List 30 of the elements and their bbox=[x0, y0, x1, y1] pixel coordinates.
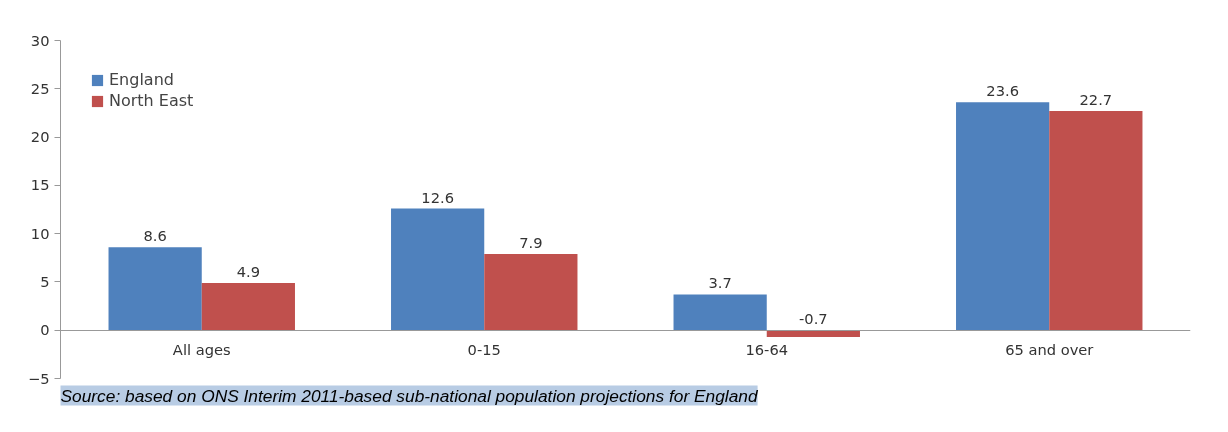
data-label: 7.9 bbox=[519, 233, 543, 251]
y-tick-label: 20 bbox=[30, 128, 50, 146]
data-label: 12.6 bbox=[421, 188, 454, 206]
bar bbox=[1049, 111, 1143, 331]
x-tick-label: All ages bbox=[172, 341, 231, 359]
y-tick-label: 25 bbox=[30, 79, 50, 97]
y-tick-label: 5 bbox=[40, 272, 50, 290]
y-tick-label: −5 bbox=[27, 369, 50, 387]
x-tick-label: 65 and over bbox=[1005, 341, 1095, 359]
legend-label: England bbox=[109, 70, 174, 89]
bar bbox=[108, 247, 202, 331]
bar bbox=[956, 102, 1050, 331]
bar bbox=[391, 208, 485, 331]
data-label: 8.6 bbox=[143, 227, 167, 245]
data-label: 3.7 bbox=[708, 274, 732, 292]
y-tick-label: 10 bbox=[30, 224, 50, 242]
y-tick-label: 15 bbox=[30, 176, 50, 194]
data-label: 23.6 bbox=[986, 82, 1019, 100]
x-tick-label: 0-15 bbox=[467, 341, 501, 359]
data-label: 22.7 bbox=[1079, 91, 1113, 108]
x-tick-label: 16-64 bbox=[745, 341, 789, 359]
bar bbox=[484, 253, 578, 331]
data-label: 4.9 bbox=[236, 262, 261, 280]
bar bbox=[201, 282, 295, 331]
data-label: -0.7 bbox=[799, 310, 828, 328]
source-note: Source: based on ONS Interim 2011-based sub-national population projections for England bbox=[60, 385, 759, 406]
y-tick-label: 30 bbox=[30, 31, 50, 49]
bar bbox=[673, 294, 767, 331]
y-tick-label: 0 bbox=[40, 321, 50, 339]
legend-label: North East bbox=[109, 91, 194, 110]
